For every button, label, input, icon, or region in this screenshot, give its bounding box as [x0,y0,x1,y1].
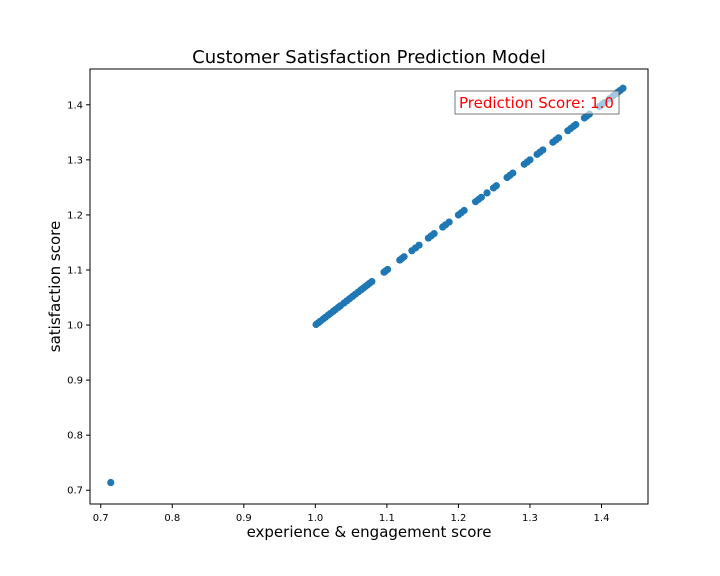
y-tick-label: 0.8 [67,431,83,442]
data-point [415,241,423,249]
x-axis-label: experience & engagement score [247,523,492,541]
x-tick-label: 1.0 [307,513,323,524]
chart-title: Customer Satisfaction Prediction Model [192,47,546,68]
data-point [368,277,376,286]
x-tick-label: 0.9 [236,513,252,524]
x-tick-label: 1.2 [450,513,466,524]
x-tick-label: 0.7 [93,513,109,524]
y-tick-label: 0.9 [67,376,83,387]
y-tick-label: 1.2 [67,210,83,221]
data-point [554,134,563,142]
data-point [492,182,500,190]
data-point [477,193,485,201]
x-tick-label: 0.8 [164,513,180,524]
data-point [384,265,392,274]
y-tick-label: 1.1 [67,265,83,276]
data-point [509,169,517,177]
data-point [445,218,453,226]
data-point [539,146,547,154]
y-tick-label: 0.7 [67,486,83,497]
y-axis-ticks: 0.7 0.8 0.9 1.0 1.1 1.2 1.3 1.4 [67,100,90,497]
annotation-text: Prediction Score: 1.0 [459,94,614,112]
y-tick-label: 1.4 [67,100,83,111]
data-point [483,189,491,197]
data-point [430,230,438,238]
data-point [400,253,408,261]
data-point [526,156,534,164]
data-point [460,206,468,215]
x-axis-ticks: 0.7 0.8 0.9 1.0 1.1 1.2 1.3 1.4 [93,504,610,524]
x-tick-label: 1.4 [594,513,610,524]
annotation-box [454,90,620,115]
data-point [619,84,627,92]
x-tick-label: 1.3 [522,513,538,524]
data-point [107,478,115,487]
x-tick-label: 1.1 [379,513,395,524]
y-axis-label: satisfaction score [46,221,64,352]
prediction-score-annotation: Prediction Score: 1.0 [454,90,620,115]
y-tick-label: 1.0 [67,321,83,332]
y-tick-label: 1.3 [67,155,83,166]
data-point [572,121,580,129]
